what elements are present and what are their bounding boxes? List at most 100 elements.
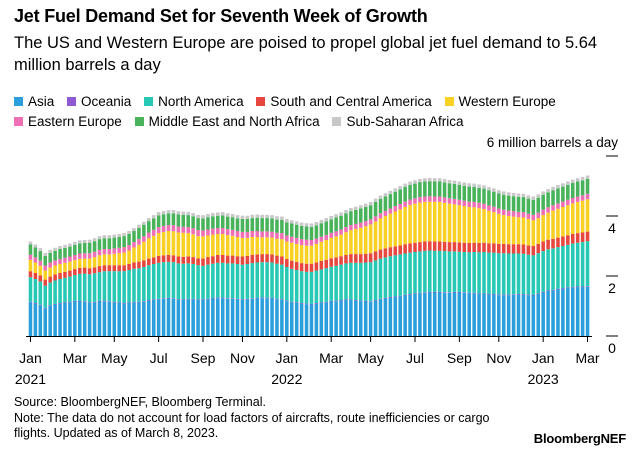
bar-segment-western-europe [314,243,319,263]
bar-segment-north-america [561,246,565,288]
bar-segment-middle-east-north-africa [33,247,38,258]
bar-segment-eastern-europe [196,230,200,237]
bar-segment-asia [201,300,205,336]
bar-segment-asia [536,294,541,336]
bar-segment-north-america [428,250,432,292]
bar-segment-oceania [63,302,67,303]
bar-segment-sub-saharan-africa [506,192,511,196]
bar-segment-south-central-america [551,238,555,249]
bar-segment-eastern-europe [38,260,43,266]
bar-segment-western-europe [408,204,412,244]
bar-segment-middle-east-north-africa [68,246,72,257]
bar-segment-oceania [334,300,338,302]
bar-segment-south-central-america [403,244,407,254]
bar-segment-middle-east-north-africa [38,251,43,261]
bar-segment-oceania [43,307,48,309]
bar-segment-north-america [285,267,289,301]
bar-segment-eastern-europe [497,208,501,214]
legend-swatch-western-europe [444,97,454,106]
bar-segment-south-central-america [73,269,77,276]
bar-segment-sub-saharan-africa [349,207,353,212]
bar-segment-sub-saharan-africa [58,246,62,249]
bar-segment-middle-east-north-africa [196,218,200,231]
bar-segment-asia [294,303,299,336]
bar-segment-western-europe [28,259,33,272]
bar-segment-eastern-europe [432,196,437,202]
bar-segment-eastern-europe [127,245,131,251]
bar-segment-middle-east-north-africa [383,196,388,211]
bar-segment-middle-east-north-africa [137,227,141,240]
bar-segment-western-europe [516,217,521,245]
bar-segment-western-europe [220,234,225,255]
bar-segment-western-europe [388,213,393,248]
bar-segment-sub-saharan-africa [378,195,383,199]
bar-segment-eastern-europe [398,204,402,210]
bar-segment-north-america [53,280,57,304]
bar-segment-north-america [383,257,388,298]
bar-segment-south-central-america [102,265,107,272]
bar-segment-asia [408,294,412,336]
bar-segment-middle-east-north-africa [403,186,407,202]
bar-segment-sub-saharan-africa [388,190,393,195]
bar-segment-oceania [156,298,161,300]
bar-segment-north-america [142,267,146,302]
bar-segment-sub-saharan-africa [575,178,580,182]
bar-segment-oceania [437,291,442,293]
legend-label-south-central-america: South and Central America [270,94,432,109]
x-tick-label: Jan [276,350,299,366]
bar-segment-oceania [117,302,121,303]
bar-segment-asia [452,292,457,336]
bar-segment-south-central-america [556,237,560,248]
bar-segment-sub-saharan-africa [255,214,260,218]
bar-segment-sub-saharan-africa [398,186,402,190]
bar-segment-oceania [388,297,393,298]
bar-segment-western-europe [265,237,269,255]
bar-segment-eastern-europe [368,219,373,225]
bar-segment-south-central-america [383,248,388,258]
bar-segment-middle-east-north-africa [437,181,442,197]
bar-segment-oceania [462,292,467,293]
bar-segment-north-america [132,268,136,302]
bar-segment-sub-saharan-africa [477,184,481,188]
bar-segment-north-america [531,255,536,295]
bar-segment-middle-east-north-africa [447,183,452,199]
bar-segment-south-central-america [240,256,245,265]
bar-segment-north-america [354,262,358,300]
bar-segment-asia [585,286,590,336]
bar-segment-north-america [122,271,126,303]
bar-segment-eastern-europe [437,196,442,202]
bar-segment-oceania [428,291,432,293]
bar-segment-eastern-europe [63,257,67,263]
bar-segment-south-central-america [206,257,210,265]
bar-segment-western-europe [437,201,442,242]
bar-segment-south-central-america [329,258,333,267]
bar-segment-oceania [551,289,555,291]
bar-segment-north-america [570,243,575,287]
bar-segment-middle-east-north-africa [220,215,225,228]
bar-segment-eastern-europe [428,196,432,202]
bar-segment-oceania [289,301,294,303]
bar-segment-eastern-europe [423,196,427,202]
bar-segment-sub-saharan-africa [373,198,378,202]
bar-segment-sub-saharan-africa [250,214,255,219]
bar-segment-asia [112,302,117,336]
bar-segment-middle-east-north-africa [225,216,230,230]
bar-segment-south-central-america [186,256,190,264]
bar-segment-eastern-europe [304,239,309,246]
bar-segment-oceania [235,298,240,300]
bar-segment-western-europe [245,237,250,256]
bar-segment-western-europe [585,199,590,232]
bar-segment-oceania [546,290,550,291]
bar-segment-western-europe [546,212,550,240]
bar-segment-eastern-europe [77,253,82,259]
bar-segment-asia [225,298,230,336]
bar-segment-north-america [388,256,393,297]
bar-segment-middle-east-north-africa [511,196,516,212]
bar-segment-south-central-america [418,242,422,252]
bar-segment-north-america [102,271,107,301]
bar-segment-oceania [319,302,324,303]
bar-segment-eastern-europe [541,209,545,216]
bar-segment-north-america [393,255,398,297]
bar-segment-oceania [452,291,457,293]
bar-segment-eastern-europe [260,231,264,238]
